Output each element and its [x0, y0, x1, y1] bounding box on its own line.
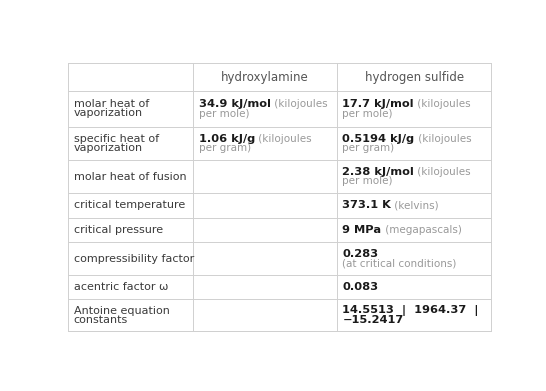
Text: (megapascals): (megapascals)	[382, 225, 461, 235]
Text: 0.083: 0.083	[342, 282, 378, 292]
Text: per gram): per gram)	[199, 143, 251, 153]
Text: 1.06 kJ/g: 1.06 kJ/g	[199, 134, 255, 144]
Text: 0.283: 0.283	[342, 249, 378, 259]
Text: (kilojoules: (kilojoules	[255, 134, 311, 144]
Text: molar heat of fusion: molar heat of fusion	[74, 172, 186, 182]
Text: 34.9 kJ/mol: 34.9 kJ/mol	[199, 99, 271, 109]
Text: 14.5513  |  1964.37  |: 14.5513 | 1964.37 |	[342, 305, 479, 316]
Text: acentric factor ω: acentric factor ω	[74, 282, 168, 292]
Text: (kelvins): (kelvins)	[391, 200, 439, 210]
Text: per mole): per mole)	[199, 109, 249, 118]
Text: per mole): per mole)	[342, 109, 393, 118]
Text: constants: constants	[74, 315, 128, 325]
Text: 2.38 kJ/mol: 2.38 kJ/mol	[342, 167, 414, 177]
Text: 9 MPa: 9 MPa	[342, 225, 382, 235]
Text: Antoine equation: Antoine equation	[74, 306, 170, 316]
Text: (kilojoules: (kilojoules	[414, 134, 471, 144]
Text: critical pressure: critical pressure	[74, 225, 163, 235]
Text: (at critical conditions): (at critical conditions)	[342, 258, 457, 268]
Text: hydrogen sulfide: hydrogen sulfide	[365, 71, 464, 84]
Text: −15.2417: −15.2417	[342, 315, 403, 325]
Text: (kilojoules: (kilojoules	[414, 167, 471, 177]
Text: molar heat of: molar heat of	[74, 99, 149, 109]
Text: per mole): per mole)	[342, 176, 393, 187]
Text: 373.1 K: 373.1 K	[342, 200, 391, 210]
Text: critical temperature: critical temperature	[74, 200, 185, 210]
Text: 0.5194 kJ/g: 0.5194 kJ/g	[342, 134, 414, 144]
Text: (kilojoules: (kilojoules	[271, 99, 327, 109]
Text: 17.7 kJ/mol: 17.7 kJ/mol	[342, 99, 414, 109]
Text: specific heat of: specific heat of	[74, 134, 159, 144]
Text: hydroxylamine: hydroxylamine	[221, 71, 309, 84]
Text: per gram): per gram)	[342, 143, 395, 153]
Text: vaporization: vaporization	[74, 108, 143, 118]
Text: vaporization: vaporization	[74, 143, 143, 153]
Text: (kilojoules: (kilojoules	[414, 99, 471, 109]
Text: compressibility factor: compressibility factor	[74, 254, 194, 264]
